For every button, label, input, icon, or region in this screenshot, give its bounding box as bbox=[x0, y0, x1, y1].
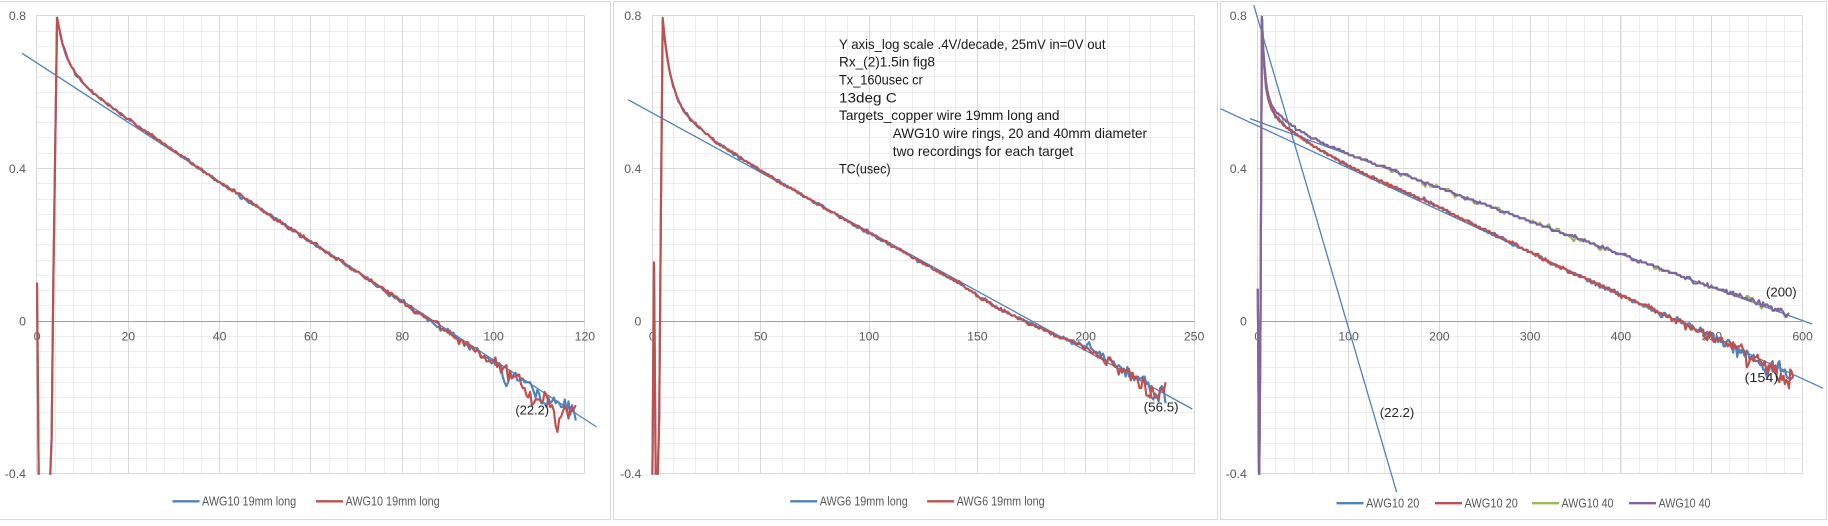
svg-text:AWG6 19mm long: AWG6 19mm long bbox=[820, 494, 908, 509]
svg-text:100: 100 bbox=[1338, 330, 1359, 344]
svg-text:250: 250 bbox=[1184, 330, 1205, 344]
svg-text:-0.4: -0.4 bbox=[5, 467, 26, 481]
svg-text:20: 20 bbox=[121, 330, 135, 344]
svg-text:Rx_(2)1.5in fig8: Rx_(2)1.5in fig8 bbox=[839, 54, 935, 70]
svg-text:200: 200 bbox=[1429, 330, 1450, 344]
svg-text:two recordings for each target: two recordings for each target bbox=[893, 143, 1074, 159]
svg-text:600: 600 bbox=[1792, 330, 1813, 344]
svg-text:40: 40 bbox=[213, 330, 227, 344]
svg-text:AWG10 40: AWG10 40 bbox=[1562, 496, 1614, 511]
svg-text:300: 300 bbox=[1520, 330, 1541, 344]
svg-text:Targets_copper wire 19mm long: Targets_copper wire 19mm long and bbox=[839, 107, 1060, 123]
svg-text:0.4: 0.4 bbox=[9, 162, 26, 176]
svg-text:AWG10 wire rings, 20 and 40mm: AWG10 wire rings, 20 and 40mm diameter bbox=[893, 125, 1148, 141]
svg-text:60: 60 bbox=[304, 330, 318, 344]
svg-text:120: 120 bbox=[575, 330, 596, 344]
svg-text:(154): (154) bbox=[1745, 370, 1779, 385]
svg-text:50: 50 bbox=[754, 330, 768, 344]
svg-text:0: 0 bbox=[634, 315, 641, 329]
svg-text:(56.5): (56.5) bbox=[1144, 400, 1179, 415]
svg-text:0.8: 0.8 bbox=[624, 9, 641, 23]
svg-text:0: 0 bbox=[19, 315, 26, 329]
svg-text:-0.4: -0.4 bbox=[1226, 467, 1247, 481]
svg-text:TC(usec): TC(usec) bbox=[839, 161, 891, 177]
svg-text:-0.4: -0.4 bbox=[620, 467, 641, 481]
svg-text:13deg C: 13deg C bbox=[839, 89, 897, 105]
svg-text:Tx_160usec cr: Tx_160usec cr bbox=[839, 72, 923, 88]
svg-text:0: 0 bbox=[1240, 315, 1247, 329]
svg-text:Y axis_log scale .4V/decade, 2: Y axis_log scale .4V/decade, 25mV in=0V … bbox=[839, 36, 1106, 52]
svg-text:0.8: 0.8 bbox=[1230, 9, 1247, 23]
svg-text:(22.2): (22.2) bbox=[515, 403, 549, 418]
svg-text:AWG10 20: AWG10 20 bbox=[1465, 496, 1518, 511]
svg-text:(22.2): (22.2) bbox=[1380, 405, 1415, 420]
svg-text:80: 80 bbox=[395, 330, 409, 344]
svg-text:AWG10 19mm long: AWG10 19mm long bbox=[202, 494, 296, 509]
svg-text:150: 150 bbox=[967, 330, 988, 344]
svg-text:100: 100 bbox=[859, 330, 880, 344]
svg-text:200: 200 bbox=[1075, 330, 1096, 344]
svg-text:AWG10 20: AWG10 20 bbox=[1366, 496, 1419, 511]
svg-text:0.4: 0.4 bbox=[624, 162, 641, 176]
svg-text:0.8: 0.8 bbox=[9, 9, 26, 23]
svg-text:AWG10 19mm long: AWG10 19mm long bbox=[346, 494, 440, 509]
svg-text:AWG6 19mm long: AWG6 19mm long bbox=[957, 494, 1045, 509]
svg-text:(200): (200) bbox=[1766, 285, 1797, 300]
svg-text:100: 100 bbox=[483, 330, 504, 344]
svg-text:400: 400 bbox=[1611, 330, 1632, 344]
svg-text:0.4: 0.4 bbox=[1230, 162, 1247, 176]
svg-text:AWG10 40: AWG10 40 bbox=[1659, 496, 1711, 511]
